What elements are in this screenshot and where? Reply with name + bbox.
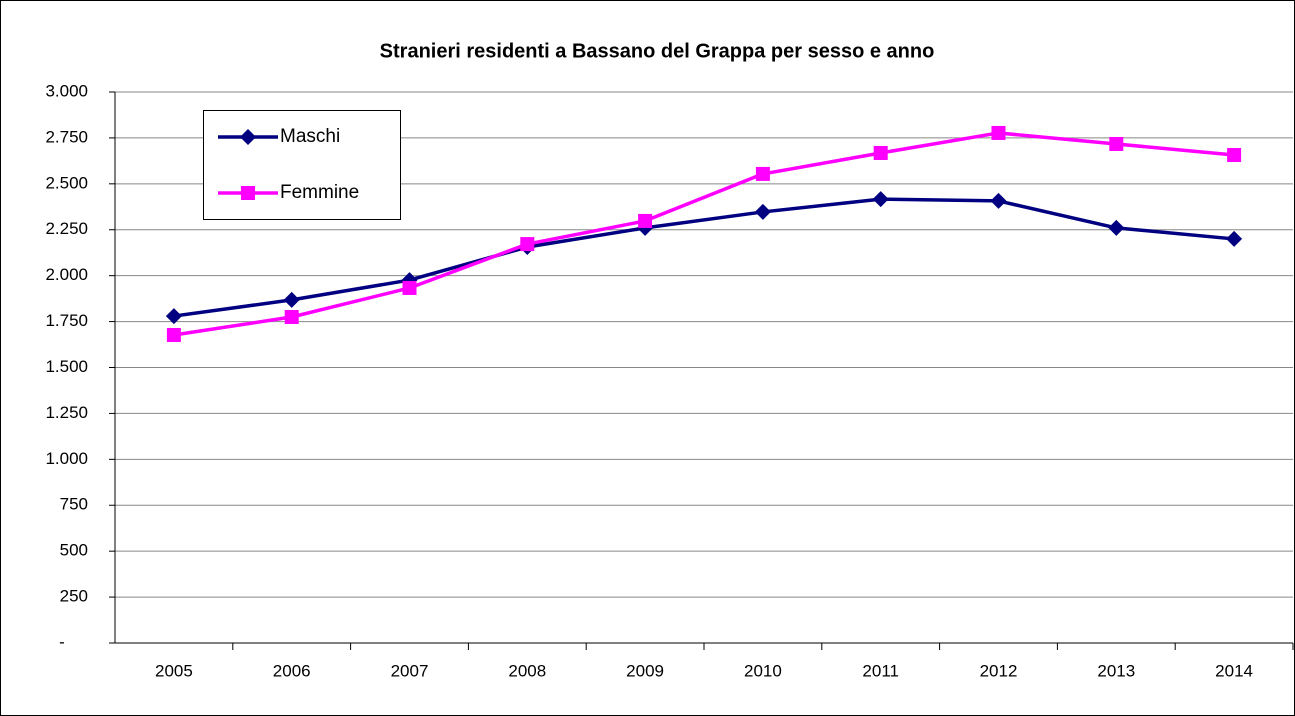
y-tick-label: 500 [60,541,88,560]
y-tick-label: 2.750 [45,127,88,146]
data-point [402,280,417,295]
x-tick-label: 2008 [508,661,546,680]
y-tick-label: 1.250 [45,403,88,422]
x-tick-label: 2007 [391,661,429,680]
x-tick-label: 2012 [980,661,1018,680]
data-point [1226,230,1243,247]
y-tick-label: 2.000 [45,265,88,284]
y-tick-label: 1.750 [45,311,88,330]
y-tick-label: 1.500 [45,357,88,376]
legend-marker [241,186,255,200]
y-tick-label: 250 [60,587,88,606]
x-tick-label: 2006 [273,661,311,680]
data-point [1108,219,1125,236]
data-point [638,213,653,228]
y-tick-label: 1.000 [45,449,88,468]
x-tick-label: 2014 [1215,661,1253,680]
legend-box [203,110,401,220]
data-point [991,125,1006,140]
y-tick-label: 750 [60,495,88,514]
data-point [872,191,889,208]
legend-label: Maschi [280,126,340,147]
x-tick-label: 2010 [744,661,782,680]
data-point [1109,136,1124,151]
data-point [165,308,182,325]
x-tick-label: 2009 [626,661,664,680]
x-tick-label: 2011 [862,661,899,680]
data-point [1227,147,1242,162]
legend-marker [240,129,256,145]
data-point [755,166,770,181]
data-point [990,192,1007,209]
data-point [166,327,181,342]
chart-title: Stranieri residenti a Bassano del Grappa… [380,40,935,62]
data-point [284,309,299,324]
x-tick-label: 2013 [1097,661,1135,680]
series-line [173,197,1235,318]
data-point [283,291,300,308]
series-line [173,131,1235,337]
data-point [873,145,888,160]
y-tick-label: 2.250 [45,219,88,238]
y-tick-label: 2.500 [45,173,88,192]
y-tick-label: 3.000 [45,81,88,100]
legend-label: Femmine [280,182,359,203]
x-tick-label: 2005 [155,661,193,680]
y-tick-label: - [59,632,65,651]
data-point [520,237,535,252]
data-point [754,203,771,220]
